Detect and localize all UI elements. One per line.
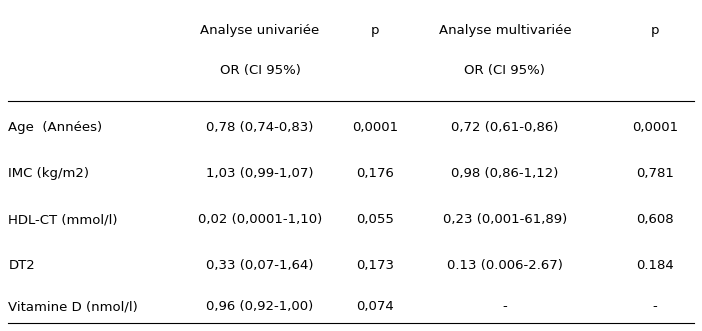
Text: 0.184: 0.184 [636, 259, 674, 272]
Text: 0,72 (0,61-0,86): 0,72 (0,61-0,86) [451, 121, 559, 134]
Text: 0,96 (0,92-1,00): 0,96 (0,92-1,00) [206, 300, 314, 313]
Text: 0,781: 0,781 [636, 167, 674, 180]
Text: 0,0001: 0,0001 [632, 121, 678, 134]
Text: -: - [653, 300, 658, 313]
Text: OR (CI 95%): OR (CI 95%) [465, 64, 545, 77]
Text: 0,33 (0,07-1,64): 0,33 (0,07-1,64) [206, 259, 314, 272]
Text: Analyse multivariée: Analyse multivariée [439, 24, 571, 37]
Text: 0,0001: 0,0001 [352, 121, 399, 134]
Text: Age  (Années): Age (Années) [8, 121, 102, 134]
Text: 0,074: 0,074 [357, 300, 395, 313]
Text: 0,173: 0,173 [357, 259, 395, 272]
Text: 0,608: 0,608 [636, 213, 674, 226]
Text: HDL-CT (mmol/l): HDL-CT (mmol/l) [8, 213, 118, 226]
Text: 0.13 (0.006-2.67): 0.13 (0.006-2.67) [447, 259, 563, 272]
Text: 0,78 (0,74-0,83): 0,78 (0,74-0,83) [206, 121, 314, 134]
Text: OR (CI 95%): OR (CI 95%) [220, 64, 300, 77]
Text: 1,03 (0,99-1,07): 1,03 (0,99-1,07) [206, 167, 314, 180]
Text: 0,98 (0,86-1,12): 0,98 (0,86-1,12) [451, 167, 559, 180]
Text: Vitamine D (nmol/l): Vitamine D (nmol/l) [8, 300, 138, 313]
Text: 0,055: 0,055 [357, 213, 395, 226]
Text: Analyse univariée: Analyse univariée [201, 24, 319, 37]
Text: p: p [371, 24, 380, 37]
Text: IMC (kg/m2): IMC (kg/m2) [8, 167, 89, 180]
Text: p: p [651, 24, 659, 37]
Text: DT2: DT2 [8, 259, 35, 272]
Text: 0,176: 0,176 [357, 167, 395, 180]
Text: 0,02 (0,0001-1,10): 0,02 (0,0001-1,10) [198, 213, 322, 226]
Text: -: - [503, 300, 508, 313]
Text: 0,23 (0,001-61,89): 0,23 (0,001-61,89) [443, 213, 567, 226]
